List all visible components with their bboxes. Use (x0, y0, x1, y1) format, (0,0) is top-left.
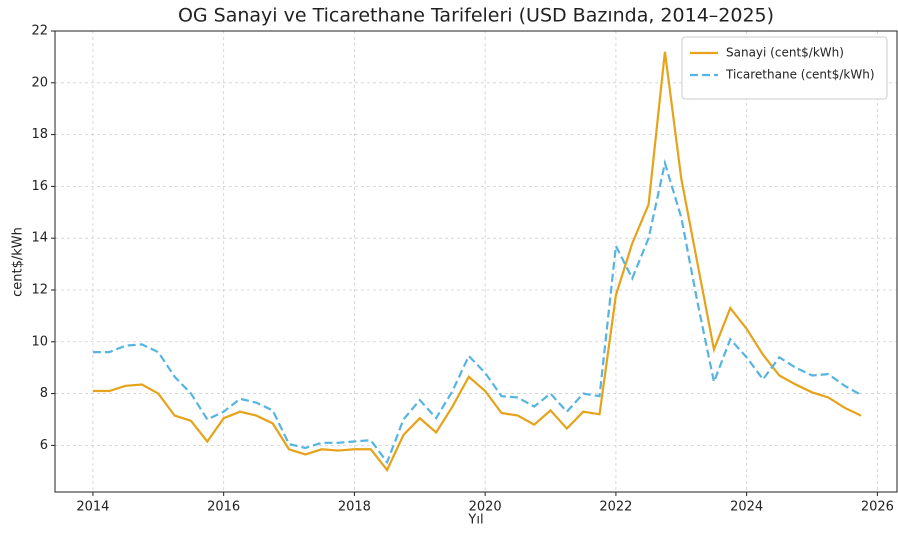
series-line (92, 158, 862, 465)
y-tick-label: 22 (31, 24, 48, 39)
y-axis-label: cent$/kWh (11, 227, 26, 297)
y-tick-label: 20 (31, 75, 48, 90)
y-tick-label: 10 (31, 334, 48, 349)
y-tick-label: 12 (31, 282, 48, 297)
x-tick-label: 2014 (76, 500, 109, 515)
x-tick-label: 2020 (469, 500, 502, 515)
legend-box (681, 36, 888, 100)
legend-label: Ticarethane (cent$/kWh) (725, 68, 875, 82)
legend: Sanayi (cent$/kWh) Ticarethane (cent$/kWh… (681, 36, 888, 100)
legend-label: Sanayi (cent$/kWh) (726, 46, 844, 60)
y-tick-label: 8 (40, 386, 48, 401)
x-tick-label: 2024 (730, 500, 763, 515)
y-tick-label: 18 (31, 127, 48, 142)
x-tick-label: 2016 (207, 500, 240, 515)
x-tick-label: 2022 (599, 500, 632, 515)
x-tick-label: 2018 (338, 500, 371, 515)
plot-frame (54, 30, 898, 493)
y-tick-label: 16 (31, 179, 48, 194)
y-tick-label: 14 (31, 231, 48, 246)
x-axis-label: Yıl (467, 513, 483, 528)
y-tick-label: 6 (40, 438, 48, 453)
x-tick-label: 2026 (861, 500, 894, 515)
series-line (92, 51, 862, 473)
chart-title: OG Sanayi ve Ticarethane Tarifeleri (USD… (178, 5, 774, 27)
